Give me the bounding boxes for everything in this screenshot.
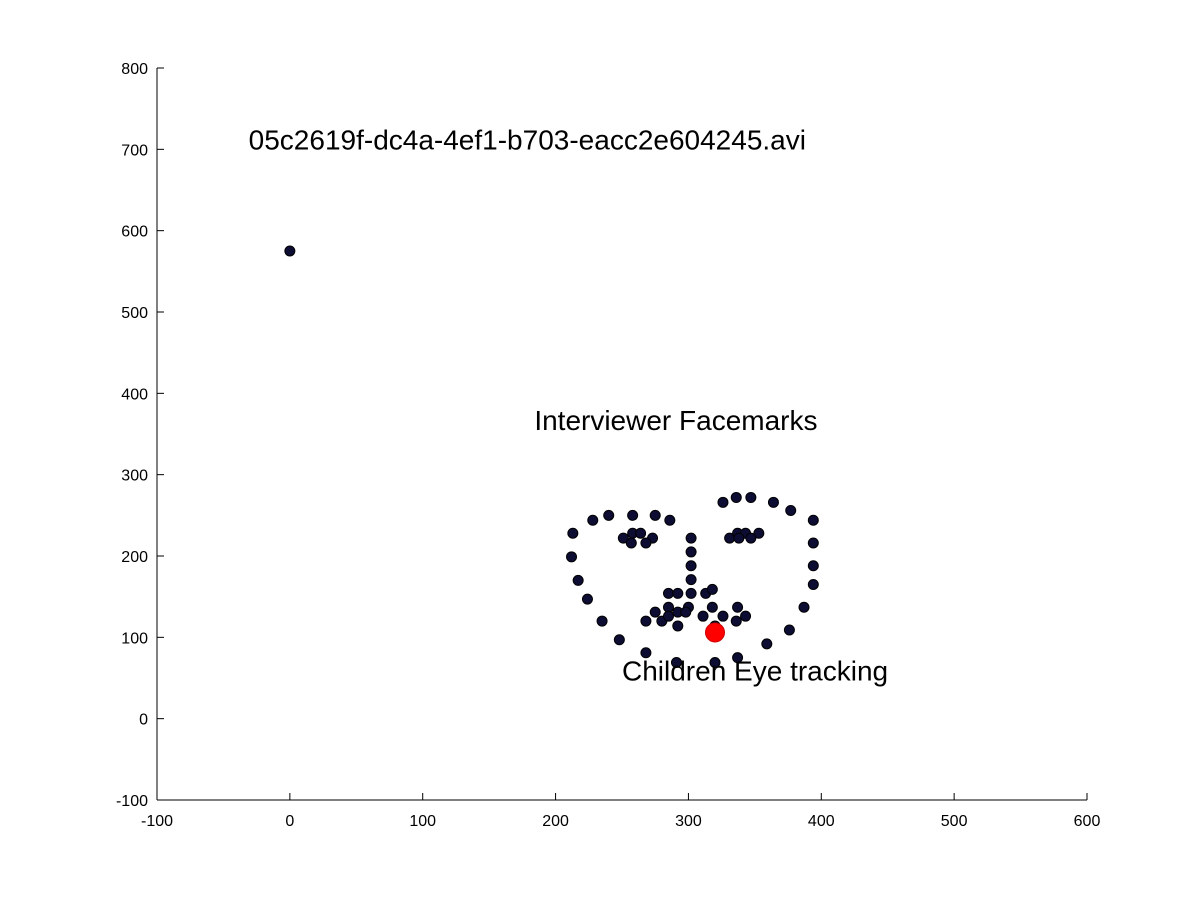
facemark-point: [798, 601, 810, 613]
facemark-point: [685, 546, 697, 558]
facemark-point: [596, 615, 608, 627]
facemark-point: [730, 491, 742, 503]
facemark-point: [680, 606, 692, 618]
facemark-point: [753, 527, 765, 539]
y-tick-label: 200: [121, 549, 148, 566]
y-tick-label: -100: [116, 793, 148, 810]
facemark-point: [807, 514, 819, 526]
x-tick-label: 500: [941, 813, 968, 830]
facemark-point: [785, 504, 797, 516]
facemark-point: [807, 578, 819, 590]
facemark-point: [640, 647, 652, 659]
y-tick-label: 100: [121, 630, 148, 647]
facemark-point: [572, 574, 584, 586]
facemark-point: [581, 593, 593, 605]
facemark-point: [627, 509, 639, 521]
annotations: 05c2619f-dc4a-4ef1-b703-eacc2e604245.avi…: [249, 124, 888, 686]
facemark-point: [625, 537, 637, 549]
facemark-point: [761, 638, 773, 650]
facemark-point: [663, 610, 674, 622]
annotation-text: 05c2619f-dc4a-4ef1-b703-eacc2e604245.avi: [249, 124, 806, 155]
facemark-point: [807, 537, 819, 549]
facemark-point: [566, 551, 578, 563]
facemark-point: [663, 587, 674, 599]
facemark-point: [745, 491, 757, 503]
x-tick-label: -100: [141, 813, 173, 830]
ticks: -100 0 100 200 300 400 500 600 -100 0 100 200 300 400…: [116, 61, 1100, 830]
facemark-point: [672, 620, 684, 632]
facemark-point: [587, 514, 599, 526]
facemark-point: [732, 601, 744, 613]
facemark-point: [640, 537, 652, 549]
facemark-point: [640, 615, 652, 627]
facemark-point: [567, 527, 579, 539]
y-tick-label: 0: [139, 712, 148, 729]
data-points: [284, 245, 819, 669]
x-tick-label: 0: [285, 813, 294, 830]
eye-tracking-point: [705, 622, 725, 643]
facemark-point: [685, 560, 697, 572]
facemark-point: [603, 509, 615, 521]
y-tick-label: 400: [121, 386, 148, 403]
facemark-point: [730, 615, 742, 627]
facemark-point: [706, 583, 718, 595]
x-tick-label: 100: [409, 813, 436, 830]
facemark-point: [649, 606, 661, 618]
x-tick-label: 200: [542, 813, 569, 830]
y-tick-label: 500: [121, 305, 148, 322]
facemark-point: [717, 496, 729, 508]
facemark-point: [717, 610, 729, 622]
x-tick-label: 400: [808, 813, 835, 830]
facemark-point: [706, 601, 718, 613]
facemark-point: [767, 496, 779, 508]
facemark-point: [284, 245, 296, 257]
y-tick-label: 800: [121, 61, 148, 78]
facemark-point: [635, 527, 647, 539]
annotation-text: Interviewer Facemarks: [534, 405, 817, 436]
annotation-text: Children Eye tracking: [622, 655, 888, 686]
facemark-point: [732, 652, 744, 664]
facemark-point: [617, 532, 629, 544]
facemark-point: [740, 610, 752, 622]
x-tick-label: 300: [675, 813, 702, 830]
facemark-point: [685, 574, 697, 586]
facemark-point: [672, 587, 684, 599]
facemark-point: [783, 624, 795, 636]
y-tick-label: 600: [121, 224, 148, 241]
facemark-point: [807, 560, 819, 572]
y-tick-label: 300: [121, 468, 148, 485]
facemark-point: [664, 514, 676, 526]
x-tick-label: 600: [1074, 813, 1101, 830]
facemark-point: [685, 532, 697, 544]
facemark-point: [709, 657, 721, 669]
facemark-point: [613, 634, 625, 646]
facemark-point: [745, 532, 757, 544]
facemark-point: [697, 610, 709, 622]
facemark-point: [685, 587, 697, 599]
facemark-point: [670, 657, 682, 669]
facemark-point: [733, 532, 745, 544]
facemark-point: [649, 509, 661, 521]
y-tick-label: 700: [121, 142, 148, 159]
